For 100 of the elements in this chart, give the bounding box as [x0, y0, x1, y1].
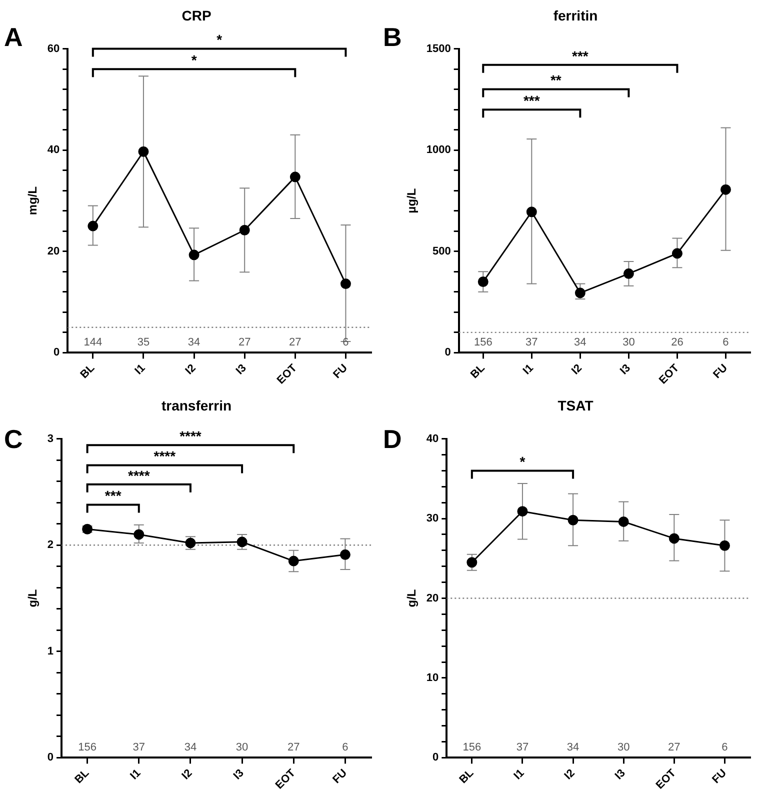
point: [720, 184, 731, 195]
x-tick-label: I3: [618, 362, 633, 378]
point: [88, 220, 98, 232]
x-tick-label: I1: [512, 767, 527, 782]
point: [526, 206, 537, 218]
point: [288, 556, 299, 566]
annotation: ****: [154, 448, 176, 464]
point: [340, 278, 351, 290]
annotation: 30: [622, 336, 635, 349]
x-tick-label: BL: [72, 766, 92, 786]
y-tick-label: 40: [47, 144, 60, 156]
y-tick-label: 1000: [426, 144, 451, 156]
x-tick-label: I2: [562, 767, 578, 782]
y-tick-label: 3: [47, 432, 54, 445]
text: B: [383, 22, 402, 53]
annotation: ****: [180, 428, 202, 444]
x-tick-label: I2: [569, 362, 584, 378]
x-tick-label: I3: [234, 362, 249, 378]
x-tick-label: I2: [183, 362, 198, 378]
annotation: 27: [288, 742, 300, 754]
annotation: *: [191, 52, 198, 68]
x-tick-label: BL: [78, 362, 98, 381]
annotation: 27: [289, 336, 302, 349]
x-tick-label: FU: [710, 767, 730, 786]
point: [134, 529, 144, 540]
annotation: *: [520, 454, 526, 470]
text: D: [383, 424, 402, 455]
annotation: 156: [474, 336, 492, 349]
point: [138, 146, 149, 157]
annotation: 27: [238, 336, 251, 349]
x-tick-label: BL: [457, 766, 476, 786]
y-axis-title: g/L: [26, 589, 40, 608]
x-tick-label: I3: [612, 767, 628, 782]
annotation: 6: [722, 742, 728, 754]
y-tick-label: 500: [432, 245, 451, 258]
y-tick-label: 2: [47, 539, 54, 552]
y-tick-label: 1: [47, 645, 54, 658]
y-tick-label: 40: [426, 432, 439, 445]
y-axis-title: µg/L: [404, 188, 419, 214]
y-tick-label: 0: [54, 346, 60, 359]
annotation: 37: [516, 742, 529, 754]
annotation: 6: [722, 336, 729, 349]
chart-title: ferritin: [553, 7, 598, 24]
annotation: 34: [188, 336, 200, 349]
annotation: 34: [184, 742, 197, 754]
point: [574, 288, 586, 298]
x-tick-label: FU: [331, 362, 350, 381]
y-tick-label: 0: [432, 752, 439, 764]
text: C: [4, 424, 23, 455]
y-tick-label: 20: [426, 592, 439, 604]
annotation: 144: [84, 336, 102, 349]
point: [668, 533, 680, 544]
y-tick-label: 0: [47, 752, 54, 764]
point: [340, 549, 350, 560]
annotation: 30: [617, 742, 630, 754]
text: A: [4, 22, 23, 53]
annotation: ****: [128, 467, 150, 484]
point: [719, 540, 730, 551]
annotation: 6: [342, 742, 348, 754]
annotation: 37: [526, 336, 538, 349]
x-tick-label: FU: [330, 767, 350, 786]
point: [239, 224, 250, 236]
point: [517, 506, 528, 517]
point: [478, 276, 488, 288]
chart-title: CRP: [182, 7, 212, 24]
point: [290, 172, 300, 182]
y-tick-label: 20: [47, 245, 60, 258]
y-tick-label: 60: [47, 42, 60, 55]
point: [618, 516, 629, 527]
annotation: 37: [132, 742, 146, 754]
annotation: 156: [78, 742, 96, 754]
y-tick-label: 1500: [426, 42, 451, 55]
x-tick-label: I1: [520, 362, 536, 378]
y-tick-label: 0: [444, 346, 451, 359]
y-tick-label: 30: [426, 512, 439, 525]
annotation: 30: [236, 742, 248, 754]
annotation: ***: [572, 48, 589, 64]
x-tick-label: BL: [468, 362, 488, 381]
annotation: 156: [462, 742, 482, 754]
point: [672, 248, 682, 259]
x-tick-label: I1: [128, 767, 144, 782]
y-axis-title: g/L: [404, 589, 419, 608]
annotation: **: [550, 72, 562, 88]
y-tick-label: 10: [426, 672, 439, 684]
annotation: 27: [668, 742, 680, 754]
annotation: 26: [671, 336, 684, 349]
chart-title: transferrin: [161, 397, 232, 414]
point: [188, 250, 200, 260]
point: [568, 514, 578, 526]
text: *: [216, 32, 223, 48]
annotation: ***: [104, 488, 122, 504]
x-tick-label: I2: [180, 767, 195, 782]
x-tick-label: I1: [132, 362, 148, 378]
annotation: 35: [137, 336, 150, 349]
point: [623, 268, 634, 279]
x-tick-label: FU: [711, 362, 730, 381]
annotation: 34: [566, 742, 580, 754]
y-axis-title: mg/L: [26, 186, 40, 216]
x-tick-label: I3: [231, 767, 246, 782]
annotation: ***: [523, 92, 540, 108]
